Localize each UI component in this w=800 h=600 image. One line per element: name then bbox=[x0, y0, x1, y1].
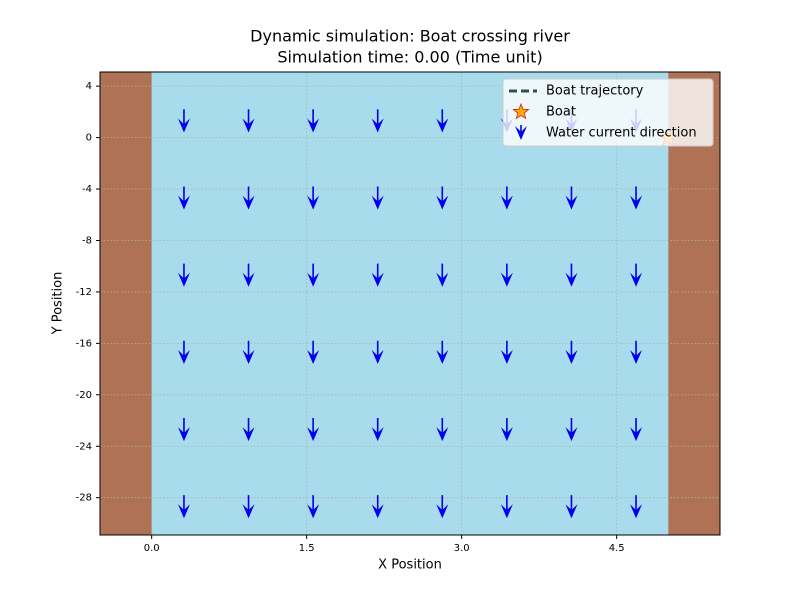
y-tick-label: 4 bbox=[86, 81, 92, 92]
x-tick-label: 3.0 bbox=[454, 543, 470, 554]
x-tick-label: 0.0 bbox=[144, 543, 160, 554]
y-tick-label: -12 bbox=[76, 287, 92, 298]
legend-label: Boat bbox=[546, 105, 576, 120]
current-arrow bbox=[630, 495, 643, 519]
current-arrow bbox=[371, 340, 384, 364]
y-tick-label: 0 bbox=[86, 133, 92, 144]
current-arrow bbox=[371, 417, 384, 442]
current-arrow bbox=[436, 495, 449, 519]
current-arrow bbox=[177, 495, 190, 519]
current-arrow bbox=[630, 417, 643, 442]
y-tick-label: -4 bbox=[82, 184, 92, 195]
current-arrow bbox=[630, 263, 643, 287]
current-arrow bbox=[177, 263, 190, 287]
current-arrow bbox=[177, 417, 190, 442]
current-arrow bbox=[436, 109, 449, 133]
current-arrow bbox=[371, 186, 384, 210]
current-arrow bbox=[630, 186, 643, 210]
current-arrow bbox=[177, 109, 190, 133]
x-tick-label: 4.5 bbox=[609, 543, 625, 554]
legend-marker bbox=[512, 102, 530, 120]
current-arrow bbox=[500, 495, 513, 519]
legend-box bbox=[502, 78, 714, 147]
x-tick-label: 1.5 bbox=[299, 543, 315, 554]
current-arrow bbox=[436, 340, 449, 364]
current-arrow bbox=[500, 186, 513, 210]
current-arrow bbox=[307, 186, 320, 210]
current-arrow bbox=[500, 263, 513, 287]
current-arrow bbox=[242, 263, 255, 287]
current-arrow bbox=[565, 417, 578, 442]
current-arrow bbox=[436, 186, 449, 210]
y-tick-label: -28 bbox=[76, 493, 92, 504]
current-arrow bbox=[500, 417, 513, 442]
y-tick-label: -8 bbox=[82, 235, 92, 246]
chart-subtitle: Simulation time: 0.00 (Time unit) bbox=[277, 48, 542, 67]
current-arrow bbox=[371, 495, 384, 519]
current-arrow bbox=[565, 186, 578, 210]
current-arrow bbox=[436, 263, 449, 287]
legend: Boat trajectory Boat Water current directi… bbox=[502, 78, 714, 147]
current-arrow bbox=[307, 109, 320, 133]
current-arrow bbox=[500, 340, 513, 364]
current-arrow bbox=[371, 109, 384, 133]
current-arrow bbox=[242, 495, 255, 519]
current-arrow bbox=[307, 340, 320, 364]
current-arrow bbox=[177, 340, 190, 364]
y-axis-label: Y Position bbox=[51, 272, 66, 336]
river bbox=[151, 72, 669, 535]
plot-frame bbox=[99, 71, 721, 536]
current-arrow bbox=[371, 263, 384, 287]
current-arrow bbox=[307, 263, 320, 287]
chart-title: Dynamic simulation: Boat crossing river bbox=[250, 27, 570, 46]
current-arrow bbox=[177, 186, 190, 210]
current-arrow bbox=[242, 186, 255, 210]
current-arrow bbox=[242, 340, 255, 364]
legend-label: Water current direction bbox=[546, 126, 697, 141]
y-tick-label: -16 bbox=[76, 338, 92, 349]
current-arrow bbox=[436, 417, 449, 442]
legend-marker bbox=[515, 125, 527, 140]
current-arrow bbox=[242, 109, 255, 133]
current-arrow bbox=[242, 417, 255, 442]
y-tick-label: -20 bbox=[76, 390, 92, 401]
current-arrow bbox=[565, 263, 578, 287]
legend-label: Boat trajectory bbox=[546, 84, 644, 99]
current-arrow bbox=[307, 417, 320, 442]
current-arrow bbox=[307, 495, 320, 519]
x-axis-label: X Position bbox=[378, 558, 442, 573]
current-arrow bbox=[565, 340, 578, 364]
y-tick-label: -24 bbox=[76, 441, 92, 452]
current-arrow bbox=[565, 495, 578, 519]
current-arrow bbox=[630, 340, 643, 364]
